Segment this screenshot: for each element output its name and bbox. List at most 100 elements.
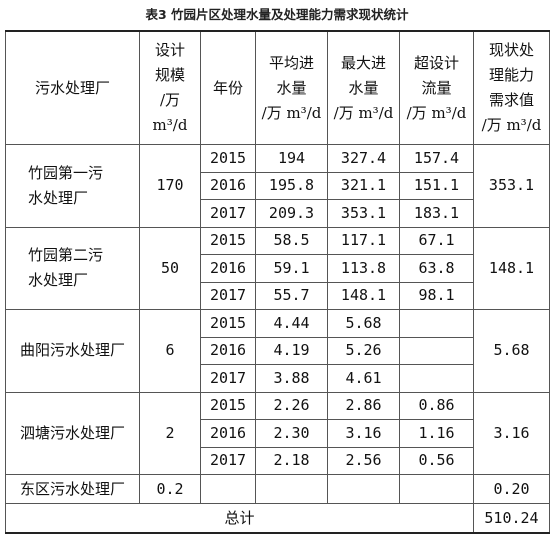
- excess-flow-cell: 0.86: [399, 391, 474, 420]
- capacity-demand-cell: 5.68: [473, 309, 550, 393]
- design-capacity-cell: 6: [139, 309, 201, 393]
- total-label: 总计: [5, 503, 474, 534]
- header-max-line: 最大进: [340, 53, 386, 72]
- header-excess-line: 流量: [421, 78, 452, 97]
- header-design-line: 设计: [154, 41, 185, 59]
- max-inflow-cell: 148.1: [327, 281, 400, 310]
- header-max: 最大进 水量 /万 m³/d: [327, 30, 400, 145]
- header-design: 设计 规模 /万 m³/d: [139, 30, 201, 145]
- header-demand-line: /万 m³/d: [481, 116, 542, 134]
- table-row: 曲阳污水处理厂 6 2015 4.44 5.68 5.68: [5, 309, 550, 393]
- table-row: 2016 59.1 113.8 63.8: [6, 254, 550, 283]
- avg-inflow-cell: 2.30: [255, 419, 328, 448]
- table-row: 2016 2.30 3.16 1.16: [6, 419, 550, 448]
- max-inflow-cell: 321.1: [327, 171, 400, 200]
- header-design-line: m³/d: [152, 116, 188, 134]
- design-capacity-cell: 170: [139, 144, 201, 228]
- max-inflow-cell: 327.4: [327, 144, 400, 173]
- avg-inflow-cell: 195.8: [255, 171, 328, 200]
- header-demand-line: 需求值: [488, 91, 534, 109]
- table-row: 2017 209.3 353.1 183.1: [6, 199, 550, 228]
- max-inflow-cell: 5.26: [327, 336, 400, 365]
- table-row: 2016 195.8 321.1 151.1: [6, 171, 550, 200]
- table-row: 2016 4.19 5.26: [6, 336, 550, 365]
- excess-flow-cell: 157.4: [399, 144, 474, 173]
- table-body: 污水处理厂 设计 规模 /万 m³/d 年份 平均进 水量 /万 m³/d 最大…: [5, 30, 550, 534]
- table-title: 表3 竹园片区处理水量及处理能力需求现状统计: [145, 7, 409, 22]
- design-capacity-cell: 0.2: [139, 474, 201, 504]
- header-demand-line: 现状处: [488, 41, 534, 59]
- header-year: 年份: [200, 30, 256, 145]
- avg-inflow-cell: 3.88: [255, 364, 328, 393]
- year-cell: 2015: [200, 391, 256, 420]
- excess-flow-cell: 67.1: [399, 226, 474, 255]
- year-cell: 2017: [200, 364, 256, 393]
- excess-flow-cell: [399, 336, 474, 365]
- capacity-demand-cell: 3.16: [473, 391, 550, 475]
- max-inflow-cell: 2.56: [327, 446, 400, 475]
- year-cell: 2016: [200, 419, 256, 448]
- header-avg-line: 平均进: [268, 53, 314, 72]
- year-cell: 2016: [200, 336, 256, 365]
- plant-name-cell: 竹园第一污 水处理厂: [5, 144, 140, 228]
- capacity-demand-cell: 353.1: [473, 144, 550, 228]
- plant-name-line: 泗塘污水处理厂: [19, 423, 125, 442]
- avg-inflow-cell: 194: [255, 144, 328, 173]
- year-cell: 2015: [200, 309, 256, 338]
- table-row: 竹园第二污 水处理厂 50 2015 58.5 117.1 67.1 148.1: [5, 226, 550, 310]
- plant-name-line: 竹园第二污: [28, 246, 104, 265]
- design-capacity-cell: 50: [139, 226, 201, 310]
- capacity-demand-cell: 0.20: [473, 474, 550, 504]
- plant-name-line: 水处理厂: [28, 188, 89, 207]
- year-cell: 2015: [200, 144, 256, 173]
- table-row: 东区污水处理厂 0.2 0.20: [5, 474, 550, 504]
- total-row: 总计 510.24: [5, 503, 550, 534]
- avg-inflow-cell: 4.44: [255, 309, 328, 338]
- header-design-line: 规模: [154, 66, 185, 84]
- empty-cell: [399, 474, 474, 504]
- max-inflow-cell: 2.86: [327, 391, 400, 420]
- avg-inflow-cell: 55.7: [255, 281, 328, 310]
- header-demand-line: 理能力: [488, 66, 534, 84]
- empty-cell: [255, 474, 328, 504]
- table-row: 2017 55.7 148.1 98.1: [6, 281, 550, 310]
- excess-flow-cell: 63.8: [399, 254, 474, 283]
- excess-flow-cell: 183.1: [399, 199, 474, 228]
- header-avg-line: 水量: [276, 78, 307, 97]
- plant-name-cell: 竹园第二污 水处理厂: [5, 226, 140, 310]
- statistics-table: 污水处理厂 设计 规模 /万 m³/d 年份 平均进 水量 /万 m³/d 最大…: [5, 30, 550, 534]
- table-row: 泗塘污水处理厂 2 2015 2.26 2.86 0.86 3.16: [5, 391, 550, 475]
- max-inflow-cell: 5.68: [327, 309, 400, 338]
- max-inflow-cell: 4.61: [327, 364, 400, 393]
- empty-cell: [327, 474, 400, 504]
- plant-name-line: 水处理厂: [28, 271, 89, 290]
- year-cell: 2017: [200, 446, 256, 475]
- empty-cell: [200, 474, 256, 504]
- capacity-demand-cell: 148.1: [473, 226, 550, 310]
- avg-inflow-cell: 58.5: [255, 226, 328, 255]
- plant-name-line: 曲阳污水处理厂: [19, 341, 125, 360]
- total-value: 510.24: [473, 503, 550, 534]
- header-max-line: 水量: [348, 78, 379, 97]
- header-design-line: /万: [159, 91, 181, 109]
- max-inflow-cell: 113.8: [327, 254, 400, 283]
- design-capacity-cell: 2: [139, 391, 201, 475]
- plant-name-cell: 泗塘污水处理厂: [5, 391, 140, 475]
- year-cell: 2015: [200, 226, 256, 255]
- max-inflow-cell: 117.1: [327, 226, 400, 255]
- max-inflow-cell: 353.1: [327, 199, 400, 228]
- table-row: 竹园第一污 水处理厂 170 2015 194 327.4 157.4 353.1: [5, 144, 550, 228]
- year-cell: 2017: [200, 281, 256, 310]
- avg-inflow-cell: 209.3: [255, 199, 328, 228]
- year-cell: 2017: [200, 199, 256, 228]
- header-excess-line: 超设计: [413, 53, 459, 72]
- header-excess: 超设计 流量 /万 m³/d: [399, 30, 474, 145]
- avg-inflow-cell: 2.18: [255, 446, 328, 475]
- avg-inflow-cell: 2.26: [255, 391, 328, 420]
- excess-flow-cell: [399, 309, 474, 338]
- excess-flow-cell: 98.1: [399, 281, 474, 310]
- plant-name-cell: 东区污水处理厂: [5, 474, 140, 504]
- excess-flow-cell: [399, 364, 474, 393]
- header-row: 污水处理厂 设计 规模 /万 m³/d 年份 平均进 水量 /万 m³/d 最大…: [5, 30, 550, 145]
- header-demand: 现状处 理能力 需求值 /万 m³/d: [473, 30, 550, 145]
